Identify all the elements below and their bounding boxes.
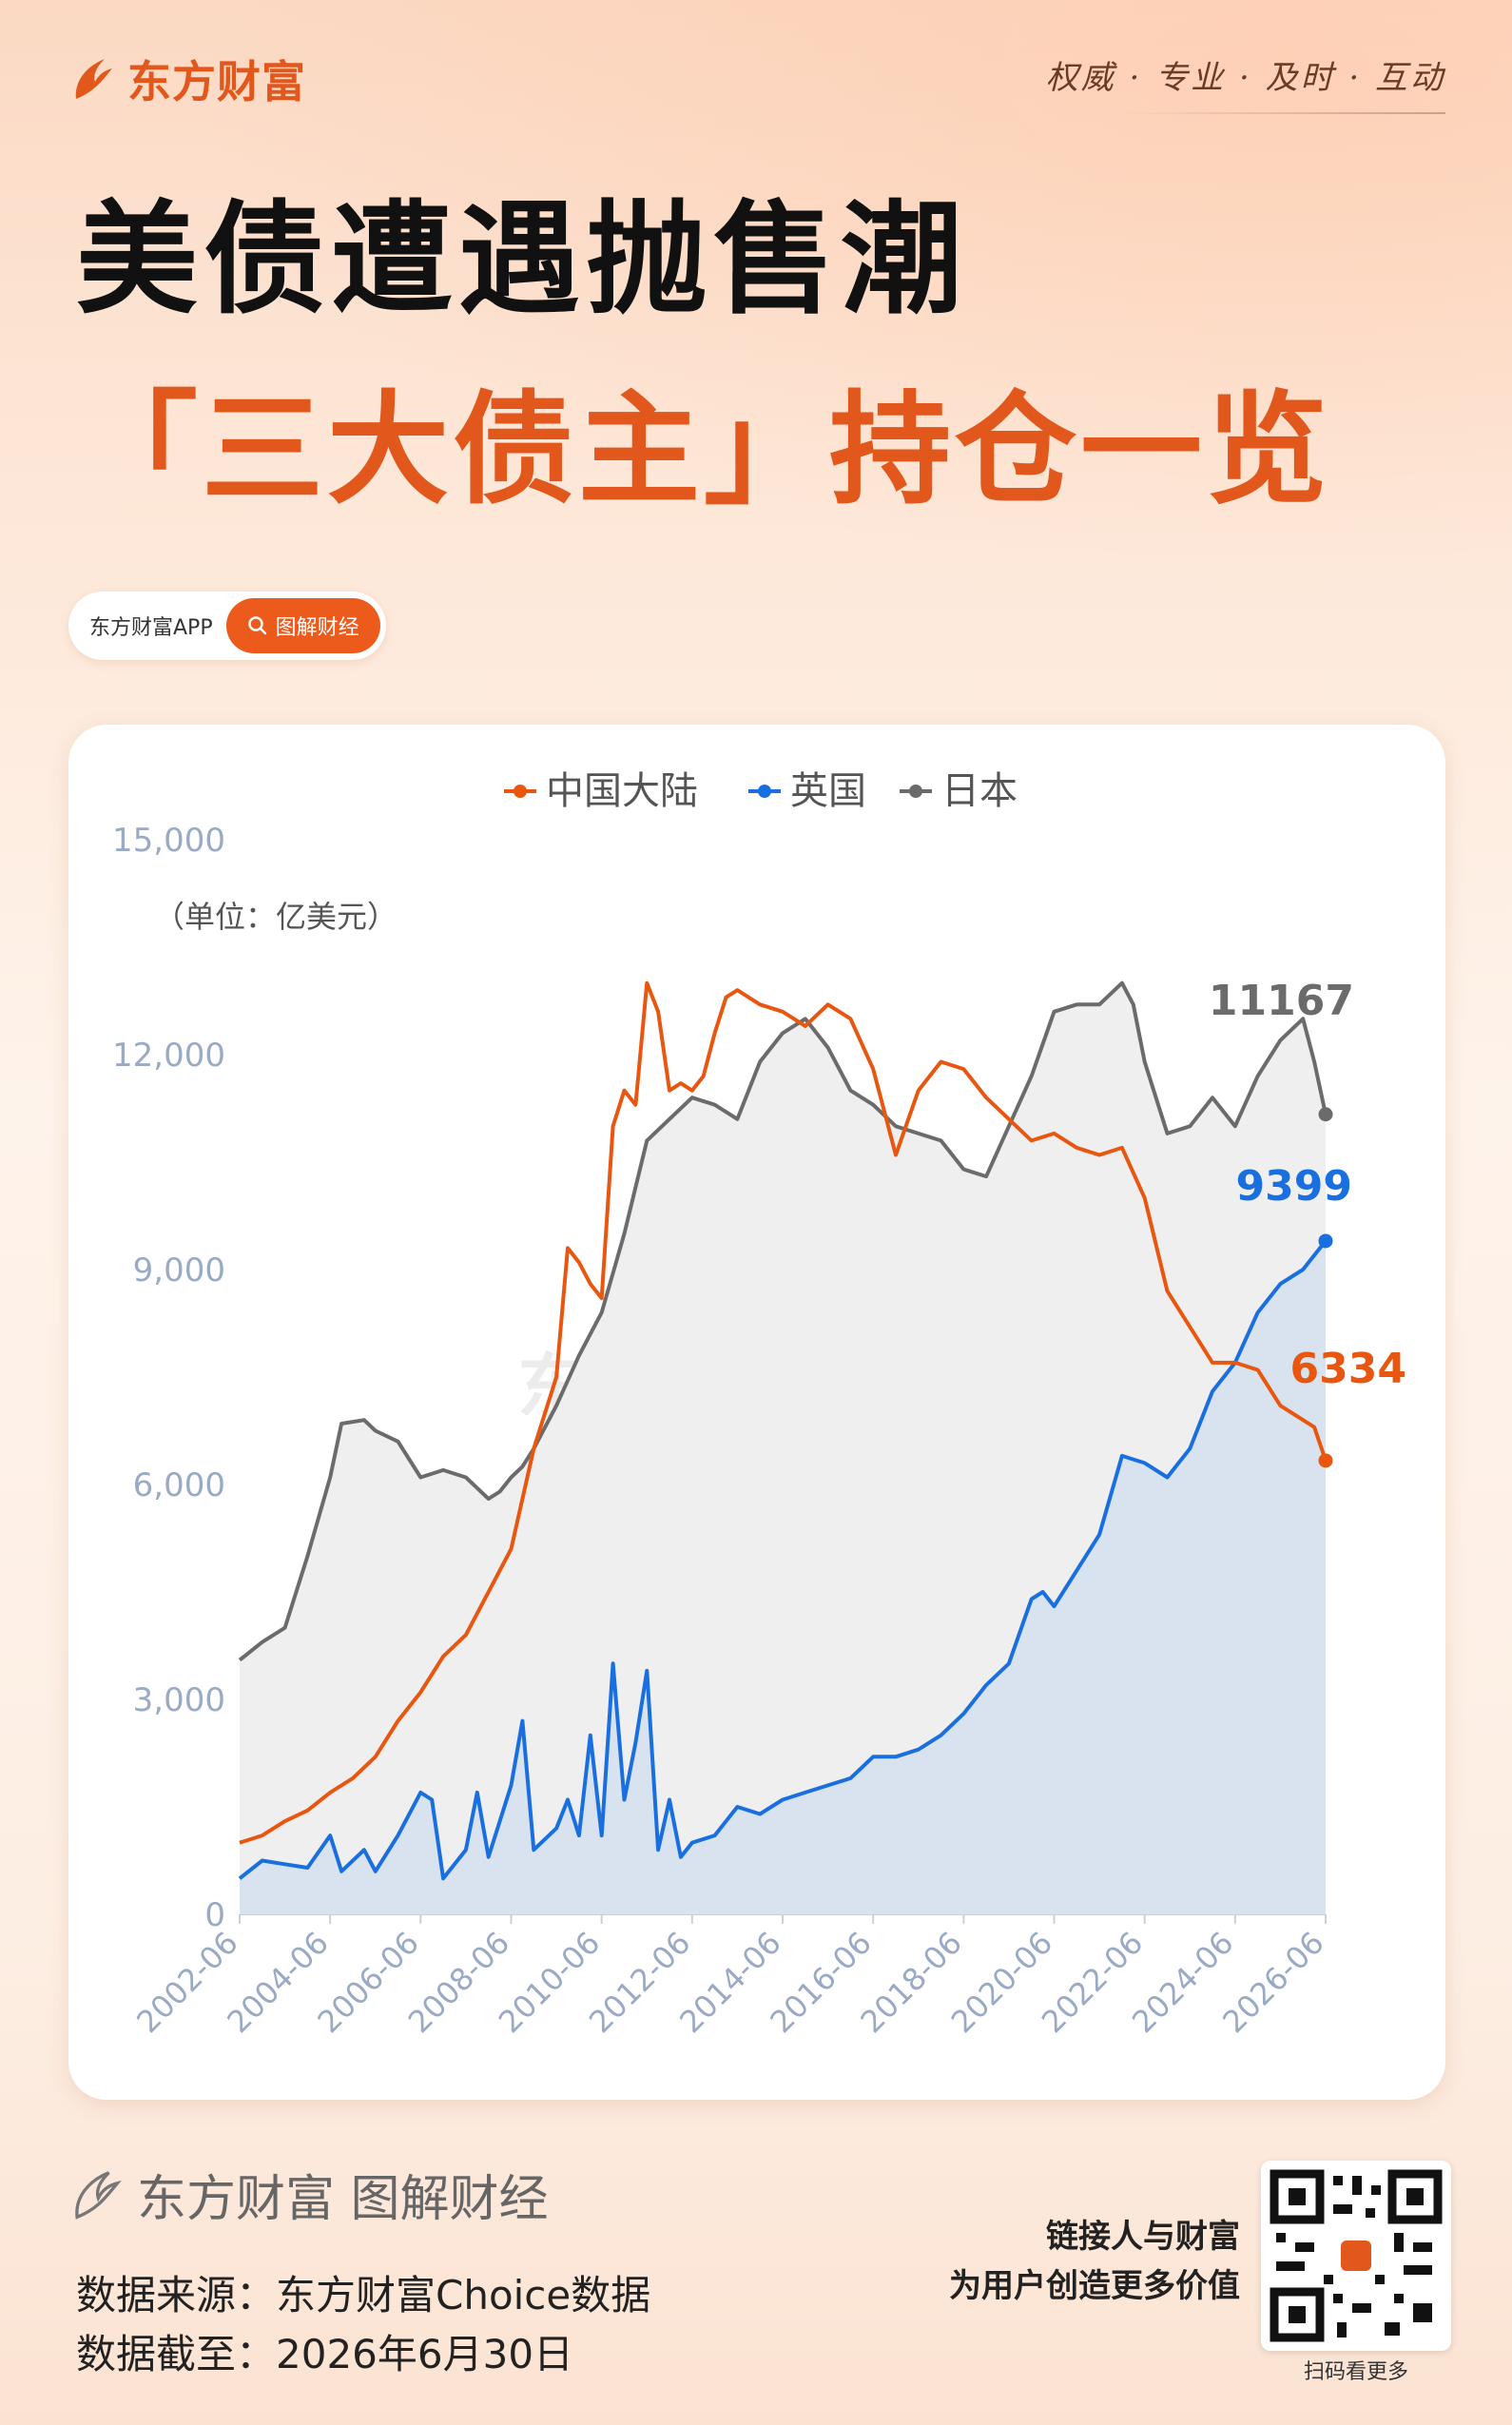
brand-name: 东方财富 xyxy=(127,56,306,107)
qr-caption: 扫码看更多 xyxy=(1303,2360,1408,2384)
x-tick-label: 2026-06 xyxy=(1215,1925,1330,2040)
footer-slogan-line1: 链接人与财富 xyxy=(1046,2218,1240,2256)
footer-brand: 东方财富 图解财经 xyxy=(67,2159,549,2230)
page-subtitle: 「三大债主」持仓一览 xyxy=(76,379,1332,521)
legend-label: 日本 xyxy=(941,769,1018,813)
end-label-uk: 9399 xyxy=(1236,1162,1352,1211)
y-tick-label: 0 xyxy=(204,1896,225,1934)
y-tick-label: 12,000 xyxy=(112,1037,225,1075)
data-date: 数据截至：2026年6月30日 xyxy=(76,2331,574,2377)
series-line-china xyxy=(239,980,1328,1845)
header-slogan: 权威 · 专业 · 及时 · 互动 xyxy=(1045,59,1445,97)
series-end-dot-uk xyxy=(1318,1233,1333,1249)
page-title: 美债遭遇抛售潮 xyxy=(76,189,969,331)
search-icon xyxy=(247,616,266,635)
legend-dot xyxy=(758,785,771,798)
slogan-underline xyxy=(1122,112,1445,114)
chart-card: 东方财富03,0006,0009,00012,00015,000（单位：亿美元）… xyxy=(68,725,1445,2100)
y-tick-label: 9,000 xyxy=(133,1251,225,1290)
background-glow xyxy=(0,0,1512,666)
search-pill[interactable]: 东方财富APP 图解财经 xyxy=(68,592,386,660)
flame-logo-icon xyxy=(75,59,112,99)
y-tick-label: 6,000 xyxy=(133,1466,225,1504)
search-button[interactable]: 图解财经 xyxy=(225,598,380,653)
end-label-japan: 11167 xyxy=(1209,977,1354,1025)
series-line-japan xyxy=(238,980,1328,1662)
search-button-label: 图解财经 xyxy=(275,616,359,640)
y-tick-label: 15,000 xyxy=(112,822,225,860)
legend-label: 英国 xyxy=(790,769,866,813)
legend-dot xyxy=(514,785,527,798)
footer-slogan: 链接人与财富 为用户创造更多价值 xyxy=(949,2212,1240,2311)
series-end-dot-china xyxy=(1318,1453,1333,1468)
series-end-dot-japan xyxy=(1318,1107,1333,1122)
app-label: 东方财富APP xyxy=(89,616,213,640)
chart-svg: 东方财富03,0006,0009,00012,00015,000（单位：亿美元）… xyxy=(112,769,1406,2040)
qr-code-icon xyxy=(1270,2169,1443,2342)
y-tick-label: 3,000 xyxy=(133,1681,225,1719)
flame-logo-icon xyxy=(75,2170,122,2220)
footer-brand-text: 东方财富 图解财经 xyxy=(137,2171,549,2228)
data-source: 数据来源：东方财富Choice数据 xyxy=(76,2272,651,2318)
legend-dot xyxy=(909,785,922,798)
qr-code[interactable] xyxy=(1261,2161,1451,2351)
unit-note: （单位：亿美元） xyxy=(154,899,397,935)
series-line-uk xyxy=(238,1239,1328,1881)
brand-logo: 东方财富 xyxy=(67,48,306,110)
footer-slogan-line2: 为用户创造更多价值 xyxy=(949,2267,1240,2305)
series-area-uk xyxy=(240,1240,1326,1914)
end-label-china: 6334 xyxy=(1290,1345,1406,1393)
legend-label: 中国大陆 xyxy=(546,769,698,813)
